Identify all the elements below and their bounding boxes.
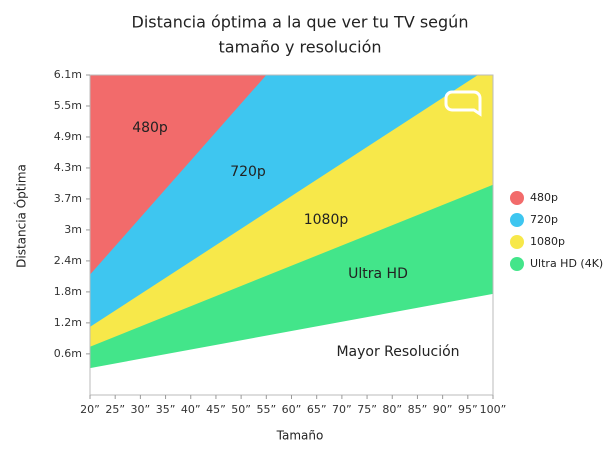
x-axis-label: Tamaño bbox=[276, 429, 324, 443]
x-tick-label: 60” bbox=[282, 403, 302, 416]
region-label: 480p bbox=[132, 120, 168, 136]
region-label: Mayor Resolución bbox=[336, 344, 459, 360]
x-tick-label: 40” bbox=[181, 403, 201, 416]
legend-swatch bbox=[510, 235, 524, 249]
chart-title: Distancia óptima a la que ver tu TV segú… bbox=[132, 13, 469, 32]
x-tick-label: 25” bbox=[105, 403, 125, 416]
x-tick-label: 55” bbox=[256, 403, 276, 416]
plot-area bbox=[90, 75, 493, 369]
y-tick-label: 6.1m bbox=[54, 68, 82, 81]
y-tick-label: 3.7m bbox=[54, 192, 82, 205]
y-tick-label: 4.9m bbox=[54, 130, 82, 143]
y-tick-label: 0.6m bbox=[54, 347, 82, 360]
x-tick-label: 70” bbox=[332, 403, 352, 416]
region-label: Ultra HD bbox=[348, 266, 408, 282]
x-tick-label: 50” bbox=[231, 403, 251, 416]
legend-swatch bbox=[510, 191, 524, 205]
logo bbox=[444, 90, 482, 117]
region-label: 1080p bbox=[304, 212, 349, 228]
x-tick-label: 65” bbox=[307, 403, 327, 416]
x-tick-label: 90” bbox=[433, 403, 453, 416]
x-tick-label: 80” bbox=[382, 403, 402, 416]
y-tick-label: 1.8m bbox=[54, 285, 82, 298]
x-tick-label: 35” bbox=[156, 403, 176, 416]
legend-label: 1080p bbox=[530, 235, 565, 248]
legend-swatch bbox=[510, 257, 524, 271]
x-tick-label: 75” bbox=[357, 403, 377, 416]
chart-title: tamaño y resolución bbox=[219, 38, 382, 57]
y-tick-label: 3m bbox=[64, 223, 82, 236]
x-tick-label: 45” bbox=[206, 403, 226, 416]
x-tick-label: 20” bbox=[80, 403, 100, 416]
y-tick-label: 1.2m bbox=[54, 316, 82, 329]
x-tick-label: 85” bbox=[408, 403, 428, 416]
y-tick-label: 4.3m bbox=[54, 161, 82, 174]
y-tick-label: 2.4m bbox=[54, 254, 82, 267]
legend-label: Ultra HD (4K) bbox=[530, 257, 603, 270]
area bbox=[90, 75, 267, 275]
legend-label: 480p bbox=[530, 191, 558, 204]
x-tick-label: 100” bbox=[480, 403, 507, 416]
y-tick-label: 5.5m bbox=[54, 99, 82, 112]
y-axis-label: Distancia Óptima bbox=[14, 164, 29, 268]
legend-swatch bbox=[510, 213, 524, 227]
legend-label: 720p bbox=[530, 213, 558, 226]
x-tick-label: 30” bbox=[131, 403, 151, 416]
region-label: 720p bbox=[230, 164, 266, 180]
x-tick-label: 95” bbox=[458, 403, 478, 416]
